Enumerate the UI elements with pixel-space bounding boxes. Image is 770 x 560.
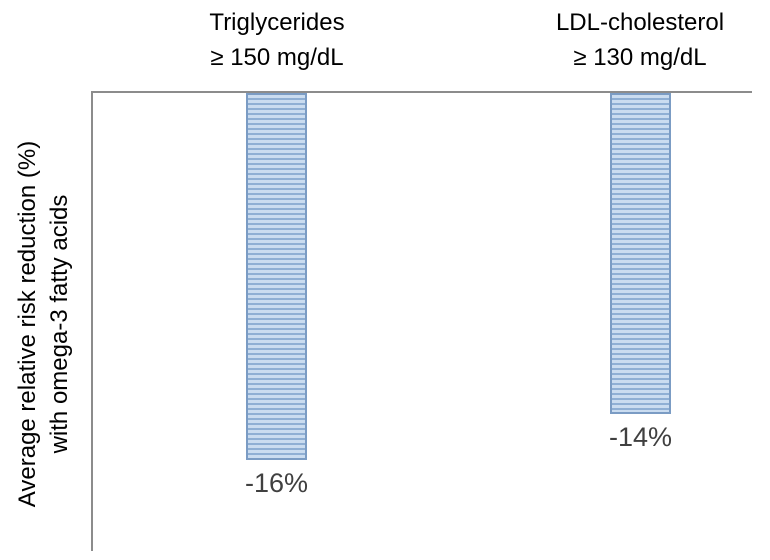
y-axis-line	[91, 91, 93, 551]
x-axis-line	[92, 91, 752, 93]
data-label-ldl-cholesterol: -14%	[608, 422, 673, 452]
bar-triglycerides: -16%	[245, 93, 308, 498]
y-axis-title: Average relative risk reduction (%) with…	[14, 140, 73, 508]
category-label-ldl-cholesterol: LDL-cholesterol ≥ 130 mg/dL	[555, 9, 725, 71]
data-label-triglycerides: -16%	[244, 468, 309, 498]
category-label-triglycerides: Triglycerides ≥ 150 mg/dL	[209, 9, 345, 71]
bar-ldl-cholesterol: -14%	[609, 93, 672, 452]
